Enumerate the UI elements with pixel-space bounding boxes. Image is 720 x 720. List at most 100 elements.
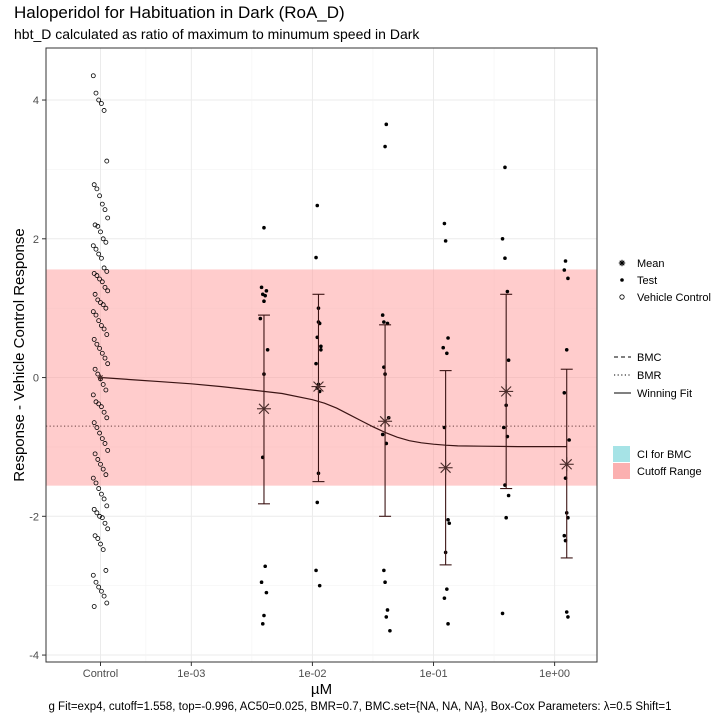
vehicle-control-point <box>100 236 106 242</box>
legend-line-label: Winning Fit <box>637 388 692 400</box>
test-point <box>442 221 447 226</box>
vehicle-control-point <box>90 572 96 578</box>
vehicle-control-point <box>95 457 101 462</box>
vehicle-control-point <box>103 387 109 393</box>
vehicle-control-point <box>97 193 102 199</box>
vehicle-control-point <box>93 246 99 252</box>
test-point <box>503 165 507 170</box>
test-point <box>380 313 385 317</box>
mean-point <box>499 384 514 399</box>
vehicle-control-point <box>101 108 107 113</box>
x-tick-label: 1e-01 <box>419 668 447 680</box>
legend-fill-label: CI for BMC <box>637 449 691 461</box>
test-point <box>446 622 450 626</box>
test-point <box>564 347 569 352</box>
test-point <box>564 610 569 614</box>
vehicle-control-point <box>105 361 111 367</box>
vehicle-control-point <box>102 520 108 526</box>
vehicle-control-point <box>100 382 106 387</box>
vehicle-control-point <box>93 90 99 96</box>
vehicle-control-point <box>96 318 102 324</box>
test-point <box>262 299 266 304</box>
vehicle-control-point <box>98 101 104 106</box>
test-point <box>385 608 390 612</box>
vehicle-control-point <box>103 239 109 245</box>
test-point <box>563 259 568 263</box>
vehicle-control-point <box>104 332 110 337</box>
chart-title: Haloperidol for Habituation in Dark (RoA… <box>14 3 345 22</box>
legend-fill-key <box>613 446 630 462</box>
vehicle-control-point <box>97 430 102 436</box>
vehicle-control-point <box>94 186 100 192</box>
vehicle-control-point <box>91 604 97 609</box>
test-point <box>263 564 267 569</box>
mean-points <box>97 374 574 475</box>
test-point <box>388 628 392 633</box>
vehicle-control-points <box>90 73 111 609</box>
vehicle-control-point <box>96 486 102 491</box>
vehicle-control-point <box>99 515 105 521</box>
test-point <box>504 515 508 520</box>
test-point <box>263 293 267 298</box>
y-tick-label: -2 <box>29 511 39 523</box>
test-point <box>315 203 320 208</box>
fit-summary-caption: g Fit=exp4, cutoff=1.558, top=-0.996, AC… <box>48 701 672 713</box>
vehicle-control-point <box>92 533 98 539</box>
vehicle-control-point <box>104 268 110 274</box>
test-point <box>258 316 263 321</box>
test-point <box>506 358 511 363</box>
mean-point <box>378 414 393 429</box>
legend-line-label: BMR <box>637 370 662 382</box>
vehicle-control-point <box>99 279 105 285</box>
vehicle-control-point <box>100 302 106 308</box>
vehicle-control-point <box>90 475 96 481</box>
test-point <box>562 268 567 272</box>
test-point <box>264 289 269 293</box>
vehicle-control-point <box>100 547 106 553</box>
test-point <box>501 425 506 430</box>
test-point <box>382 568 386 573</box>
test-point <box>262 613 266 618</box>
x-tick-label: 1e-03 <box>177 668 205 680</box>
vehicle-control-point <box>102 207 108 213</box>
vehicle-control-point <box>92 366 98 372</box>
y-tick-label: 2 <box>33 234 39 246</box>
legend-shape-label: Vehicle Control <box>637 292 711 304</box>
vehicle-control-point <box>90 392 96 398</box>
test-point <box>562 533 567 538</box>
vehicle-control-point <box>103 568 109 573</box>
cutoff-range-rect <box>46 269 597 486</box>
winning-fit-curve <box>100 376 567 448</box>
test-point <box>262 225 266 230</box>
mean-point <box>438 460 453 475</box>
test-point <box>383 580 387 585</box>
vehicle-control-point <box>93 579 99 585</box>
vehicle-control-point <box>104 503 110 509</box>
vehicle-control-point <box>95 536 101 541</box>
test-point <box>314 568 318 573</box>
x-tick-label: 1e-02 <box>298 668 326 680</box>
test-point <box>259 285 264 290</box>
test-points <box>258 122 571 633</box>
test-point <box>260 622 265 626</box>
test-point <box>447 521 452 526</box>
test-point <box>562 391 567 395</box>
vehicle-control-point <box>99 350 105 356</box>
vehicle-control-point <box>98 255 104 261</box>
vehicle-control-point <box>104 158 110 164</box>
vehicle-control-point <box>103 472 109 478</box>
test-point <box>383 144 387 149</box>
mean-point <box>559 457 574 472</box>
legend-fill-label: Cutoff Range <box>637 466 702 478</box>
legend-line-label: BMC <box>637 352 662 364</box>
x-axis-title: µM <box>311 681 332 698</box>
vehicle-control-point <box>97 276 102 282</box>
test-point <box>506 493 511 498</box>
test-point <box>319 347 323 352</box>
vehicle-control-point <box>94 273 100 278</box>
vehicle-control-point <box>92 451 98 457</box>
test-point <box>567 438 571 442</box>
vehicle-control-point <box>105 215 111 221</box>
test-point <box>317 583 322 588</box>
